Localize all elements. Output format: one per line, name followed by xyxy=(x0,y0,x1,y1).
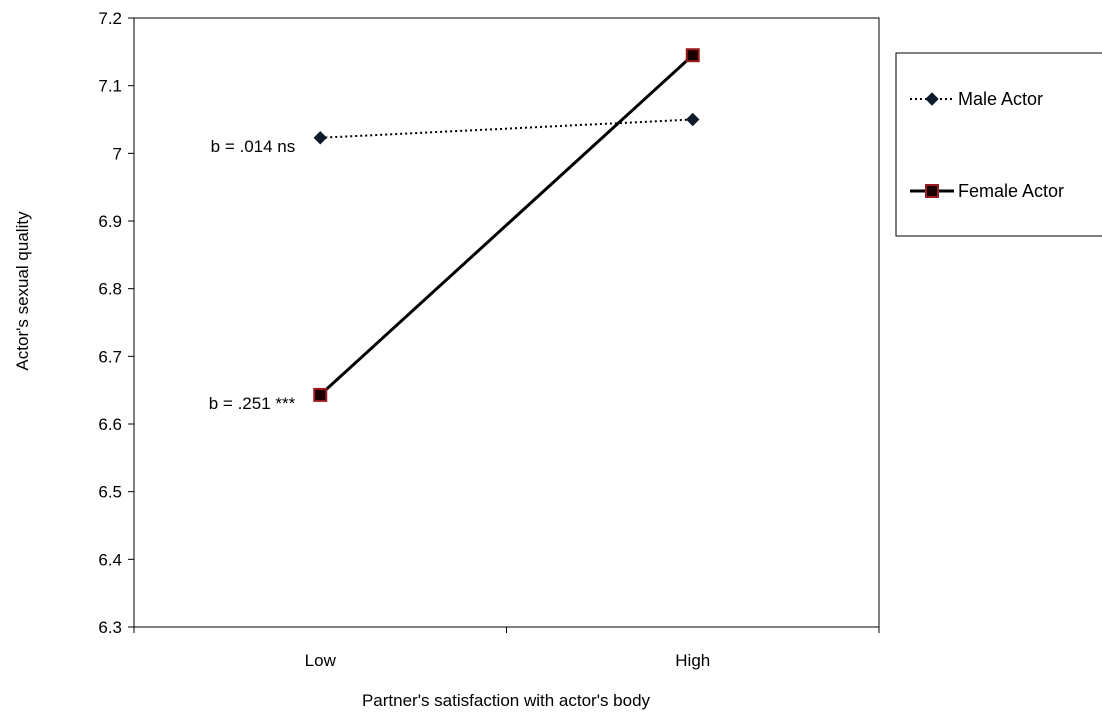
male-actor-series xyxy=(313,112,700,145)
male-actor-line xyxy=(320,118,693,139)
male-actor-point xyxy=(925,92,939,106)
y-tick-label: 6.3 xyxy=(98,618,122,637)
y-axis-title: Actor's sexual quality xyxy=(13,211,32,371)
slope-annotation: b = .014 ns xyxy=(211,137,296,156)
female-actor-point xyxy=(925,184,939,198)
plot-area-border xyxy=(133,17,880,628)
y-tick-label: 6.5 xyxy=(98,483,122,502)
legend-label: Male Actor xyxy=(958,89,1043,109)
y-tick-label: 6.9 xyxy=(98,212,122,231)
x-axis-ticks: Low High xyxy=(133,627,880,670)
y-tick-label: 7 xyxy=(113,144,122,163)
legend-item-male-actor: Male Actor xyxy=(910,89,1043,109)
y-tick-label: 6.8 xyxy=(98,280,122,299)
legend-box xyxy=(895,52,1102,237)
y-tick-label: 7.2 xyxy=(98,9,122,28)
plot-frame xyxy=(133,17,880,628)
y-tick-label: 7.1 xyxy=(98,77,122,96)
y-tick-label: 6.6 xyxy=(98,415,122,434)
series-layer xyxy=(313,48,700,402)
x-axis-title: Partner's satisfaction with actor's body xyxy=(362,691,651,710)
y-tick-label: 6.7 xyxy=(98,347,122,366)
female-actor-series xyxy=(313,48,700,402)
female-actor-point xyxy=(685,48,700,63)
legend: Male Actor Female Actor xyxy=(895,52,1102,237)
y-tick-label: 6.4 xyxy=(98,550,122,569)
x-tick-label: High xyxy=(675,651,710,670)
legend-label: Female Actor xyxy=(958,181,1064,201)
slope-annotation: b = .251 *** xyxy=(209,394,296,413)
annotation-layer: b = .014 ns b = .251 *** xyxy=(209,137,296,413)
legend-item-female-actor: Female Actor xyxy=(910,181,1064,201)
female-actor-line xyxy=(319,54,694,397)
male-actor-point xyxy=(686,112,700,127)
y-axis-ticks: 6.3 6.4 6.5 6.6 6.7 6.8 6.9 7 7.1 7.2 xyxy=(98,9,134,637)
x-tick-label: Low xyxy=(305,651,337,670)
female-actor-point xyxy=(313,387,328,402)
male-actor-point xyxy=(313,131,327,145)
